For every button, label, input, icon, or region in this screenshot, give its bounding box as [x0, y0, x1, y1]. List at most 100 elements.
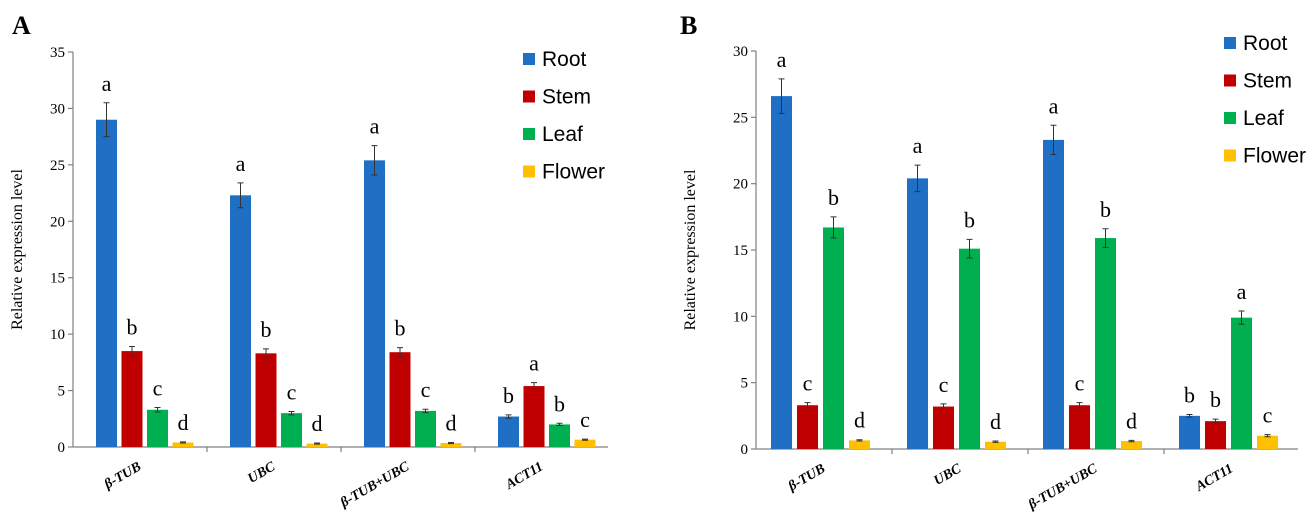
- bar-stem: [1205, 421, 1226, 449]
- legend-swatch-leaf: [523, 128, 535, 140]
- significance-letter: c: [1075, 371, 1085, 396]
- bar-root: [1043, 139, 1064, 450]
- bar-stem: [933, 406, 954, 449]
- error-bar: [314, 442, 320, 445]
- legend-swatch-flower: [1224, 149, 1236, 162]
- legend-label-root: Root: [542, 48, 587, 71]
- error-bar: [263, 348, 269, 359]
- bar-flower: [985, 441, 1006, 449]
- y-tick-label: 15: [50, 271, 65, 287]
- legend-label-flower: Flower: [542, 161, 605, 184]
- x-tick-label: β-TUB+UBC: [337, 459, 412, 511]
- bar-root: [498, 416, 519, 447]
- significance-letter: b: [127, 315, 138, 340]
- error-bar: [448, 441, 454, 445]
- x-tick-label: UBC: [932, 461, 965, 489]
- significance-letter: b: [1100, 197, 1111, 222]
- error-bar: [1102, 228, 1109, 248]
- legend-label-flower: Flower: [1243, 145, 1306, 168]
- bar-stem: [389, 352, 411, 447]
- legend-label-root: Root: [1243, 32, 1288, 55]
- bar-stem: [1069, 405, 1090, 449]
- y-tick-label: 0: [58, 440, 66, 456]
- error-bar: [966, 238, 973, 259]
- x-tick-label: UBC: [246, 459, 279, 487]
- bar-flower: [849, 440, 870, 449]
- bar-stem: [523, 386, 545, 447]
- y-tick-label: 20: [50, 214, 65, 230]
- error-bar: [397, 347, 403, 358]
- error-bar: [288, 410, 295, 416]
- error-bar: [531, 382, 537, 390]
- y-tick-label: 0: [741, 442, 749, 458]
- bar-leaf: [147, 409, 168, 447]
- bar-root: [1179, 415, 1200, 449]
- significance-letter: b: [261, 317, 272, 342]
- significance-letter: c: [287, 379, 297, 404]
- error-bar: [505, 414, 512, 419]
- significance-letter: b: [828, 185, 839, 210]
- significance-letter: c: [939, 372, 949, 397]
- legend-swatch-root: [1224, 37, 1236, 49]
- bar-leaf: [415, 410, 436, 447]
- bar-root: [96, 119, 117, 447]
- bar-root: [907, 178, 928, 450]
- error-bar: [856, 439, 863, 442]
- significance-letter: c: [1263, 403, 1273, 428]
- y-tick-label: 25: [733, 110, 748, 126]
- y-axis-label: Relative expression level: [9, 169, 26, 330]
- legend-swatch-root: [523, 53, 535, 65]
- significance-letter: c: [803, 371, 813, 396]
- error-bar: [1076, 402, 1083, 409]
- significance-letter: c: [153, 376, 163, 401]
- significance-letter: b: [554, 391, 565, 416]
- bar-leaf: [281, 413, 302, 447]
- significance-letter: d: [854, 408, 865, 433]
- bar-leaf: [959, 248, 980, 449]
- error-bar: [582, 438, 588, 441]
- error-bar: [1186, 414, 1193, 418]
- error-bar: [422, 408, 429, 414]
- error-bar: [778, 78, 785, 114]
- y-tick-label: 10: [733, 309, 748, 325]
- error-bar: [1264, 434, 1271, 438]
- error-bar: [129, 346, 135, 357]
- legend-swatch-stem: [523, 90, 535, 103]
- significance-letter: d: [1126, 408, 1137, 433]
- error-bar: [804, 402, 811, 409]
- bar-stem: [255, 353, 277, 447]
- bar-flower: [440, 443, 462, 447]
- legend-label-stem: Stem: [542, 86, 591, 109]
- y-tick-label: 5: [58, 384, 66, 400]
- error-bar: [992, 440, 999, 443]
- panel-a: A 0 5 10 15 20 25 30 35 Relative expression level…: [9, 11, 608, 511]
- significance-letter: a: [529, 351, 539, 376]
- bar-leaf: [823, 227, 844, 449]
- panel-letter: B: [680, 11, 697, 40]
- x-tick-label: β-TUB: [101, 459, 144, 492]
- y-tick-label: 15: [733, 243, 748, 259]
- significance-letter: d: [178, 410, 189, 435]
- legend-label-leaf: Leaf: [542, 123, 583, 146]
- y-tick-label: 5: [741, 376, 749, 392]
- significance-letter: a: [1237, 279, 1247, 304]
- error-bar: [556, 422, 563, 427]
- bar-flower: [172, 442, 194, 447]
- x-tick-label: ACT11: [1193, 461, 1236, 495]
- y-tick-label: 10: [50, 327, 65, 343]
- error-bar: [1238, 310, 1245, 325]
- x-tick-label: β-TUB+UBC: [1025, 461, 1100, 513]
- legend-label-stem: Stem: [1243, 70, 1292, 93]
- panel-b: B 0 5 10 15 20 25 30 Relative expression level a c…: [680, 11, 1306, 513]
- error-bar: [914, 164, 921, 193]
- error-bar: [1050, 124, 1057, 155]
- significance-letter: a: [102, 71, 112, 96]
- panel-letter: A: [12, 11, 31, 40]
- error-bar: [180, 441, 186, 444]
- x-tick-label: β-TUB: [785, 461, 828, 494]
- bar-root: [364, 160, 385, 448]
- bar-leaf: [549, 424, 570, 447]
- significance-letter: b: [395, 316, 406, 341]
- significance-letter: b: [1210, 387, 1221, 412]
